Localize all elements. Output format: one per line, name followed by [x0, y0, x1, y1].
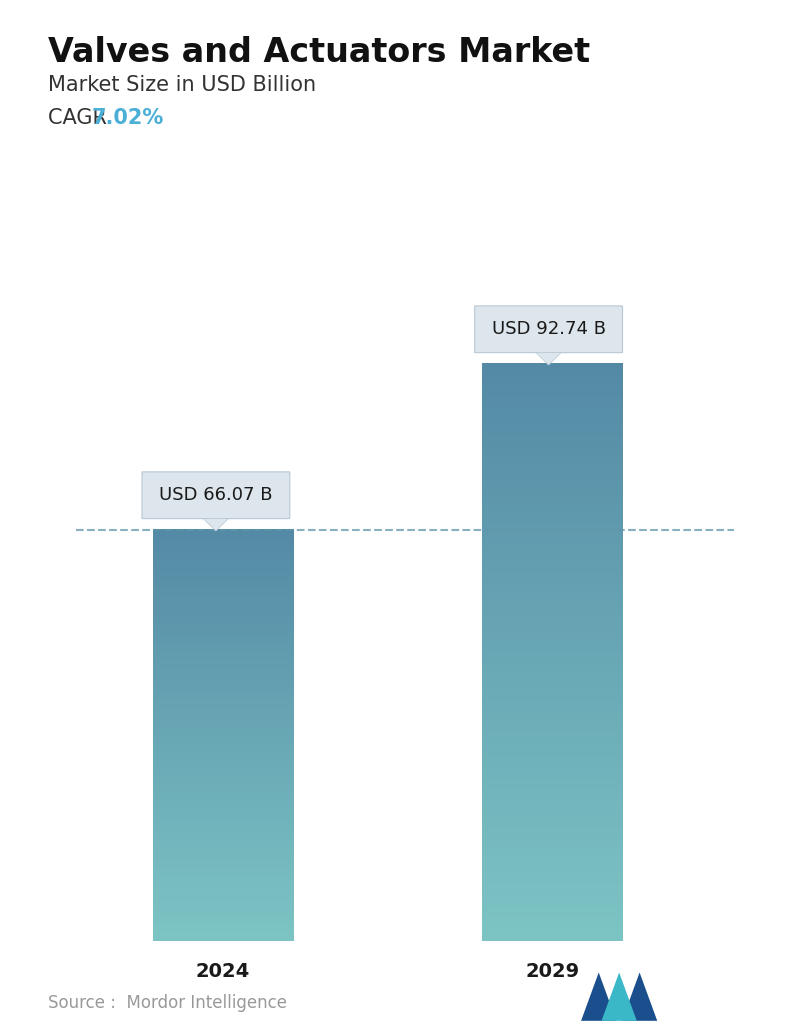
Text: Market Size in USD Billion: Market Size in USD Billion: [48, 75, 316, 95]
Text: CAGR: CAGR: [48, 108, 113, 127]
FancyBboxPatch shape: [142, 472, 290, 519]
Polygon shape: [622, 972, 657, 1021]
Text: Valves and Actuators Market: Valves and Actuators Market: [48, 36, 590, 69]
Polygon shape: [536, 353, 561, 365]
Text: USD 66.07 B: USD 66.07 B: [159, 486, 272, 505]
Text: USD 92.74 B: USD 92.74 B: [492, 321, 606, 338]
Polygon shape: [203, 519, 228, 531]
Text: 7.02%: 7.02%: [92, 108, 164, 127]
Polygon shape: [602, 972, 637, 1021]
Polygon shape: [581, 972, 616, 1021]
Text: Source :  Mordor Intelligence: Source : Mordor Intelligence: [48, 994, 287, 1012]
FancyBboxPatch shape: [474, 306, 622, 353]
